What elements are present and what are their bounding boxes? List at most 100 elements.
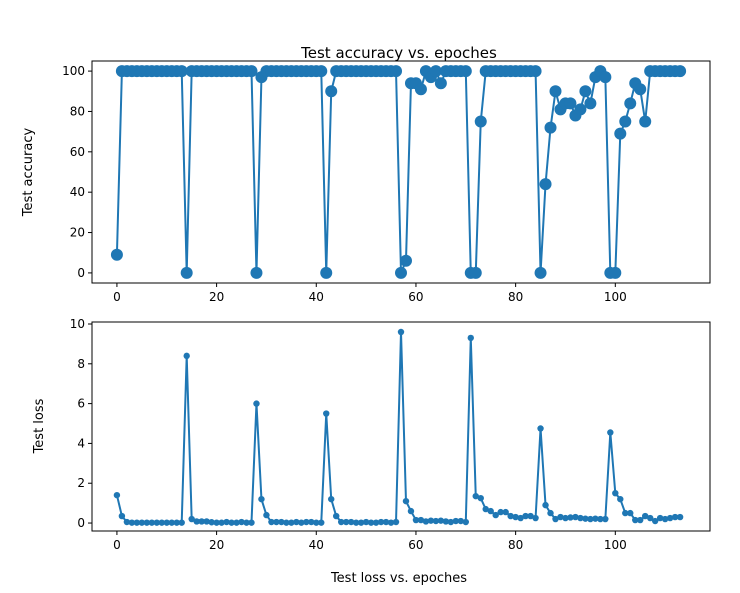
accuracy-data-point: [584, 97, 597, 110]
accuracy-data-point: [609, 266, 622, 279]
loss-data-point: [263, 511, 270, 519]
loss-data-point: [646, 514, 654, 522]
loss-data-point: [233, 519, 240, 526]
accuracy-data-point: [429, 65, 442, 78]
loss-data-point: [367, 519, 375, 526]
loss-data-point: [492, 511, 499, 519]
accuracy-ytick-label: 20: [70, 226, 85, 240]
accuracy-ytick-label: 100: [62, 64, 85, 78]
accuracy-data-point: [634, 83, 647, 96]
loss-xtick-label: 0: [113, 538, 121, 552]
accuracy-xtick-label: 80: [508, 290, 523, 304]
loss-data-point: [392, 518, 400, 526]
accuracy-data-point: [534, 266, 547, 279]
loss-data-point: [158, 519, 165, 526]
loss-data-point: [342, 518, 350, 526]
accuracy-xtick-label: 0: [113, 290, 121, 304]
accuracy-data-point: [614, 127, 627, 140]
loss-xtick-label: 80: [508, 538, 523, 552]
loss-data-point: [527, 512, 534, 520]
loss-data-point: [387, 519, 395, 526]
loss-data-point: [442, 518, 450, 525]
loss-data-point: [651, 517, 659, 525]
loss-data-point: [362, 518, 370, 526]
loss-data-point: [577, 514, 584, 522]
loss-data-point: [607, 429, 614, 436]
loss-data-point: [288, 519, 295, 526]
loss-data-point: [412, 516, 420, 524]
loss-data-point: [627, 509, 634, 517]
accuracy-data-point: [579, 85, 592, 98]
accuracy-xtick-label: 60: [408, 290, 423, 304]
loss-data-point: [602, 515, 609, 523]
loss-data-point: [178, 519, 185, 526]
loss-ytick-label: 4: [77, 436, 85, 450]
loss-data-point: [661, 515, 669, 523]
loss-data-point: [567, 514, 574, 521]
loss-data-point: [347, 518, 355, 526]
loss-xtick-label: 100: [604, 538, 627, 552]
loss-data-point: [562, 514, 569, 522]
accuracy-data-point: [434, 77, 447, 90]
accuracy-ytick-label: 60: [70, 145, 85, 159]
loss-data-point: [213, 519, 220, 526]
loss-data-point: [143, 519, 151, 526]
loss-data-point: [671, 513, 679, 521]
loss-data-point: [357, 519, 365, 526]
accuracy-xtick-label: 100: [604, 290, 627, 304]
loss-data-point: [238, 518, 245, 526]
accuracy-data-point: [180, 266, 193, 279]
loss-data-point: [502, 508, 509, 516]
loss-data-point: [273, 518, 280, 526]
loss-data-point: [218, 519, 225, 526]
loss-data-point: [477, 494, 484, 502]
loss-ytick-label: 8: [77, 357, 85, 371]
accuracy-data-point: [469, 266, 482, 279]
accuracy-data-point: [674, 65, 687, 78]
accuracy-data-point: [250, 266, 263, 279]
loss-data-point: [676, 513, 684, 521]
accuracy-data-point: [544, 121, 557, 134]
accuracy-data-point: [395, 266, 407, 279]
loss-data-point: [452, 517, 460, 525]
accuracy-ytick-label: 80: [70, 104, 85, 118]
loss-data-point: [337, 518, 345, 526]
accuracy-data-point: [110, 248, 123, 261]
loss-data-point: [303, 518, 310, 526]
loss-data-point: [153, 519, 160, 526]
accuracy-data-point: [325, 85, 338, 98]
loss-data-point: [168, 519, 175, 526]
accuracy-data-point: [564, 97, 577, 110]
loss-data-point: [248, 519, 255, 526]
accuracy-ytick-label: 40: [70, 185, 85, 199]
loss-data-point: [372, 519, 380, 526]
loss-data-point: [198, 518, 205, 525]
accuracy-ytick-label: 0: [77, 266, 85, 280]
loss-ytick-label: 0: [77, 516, 85, 530]
loss-data-point: [352, 519, 360, 526]
loss-data-point: [377, 518, 385, 526]
accuracy-data-point: [599, 71, 612, 84]
loss-data-point: [666, 514, 674, 522]
loss-data-point: [123, 518, 131, 526]
loss-xtick-label: 20: [209, 538, 224, 552]
loss-data-point: [522, 512, 529, 520]
loss-data-point: [497, 508, 504, 516]
loss-data-point: [318, 519, 325, 526]
accuracy-data-point: [474, 115, 487, 128]
loss-data-point: [642, 512, 649, 520]
loss-data-point: [592, 515, 599, 522]
accuracy-data-point: [320, 266, 333, 279]
loss-data-point: [417, 516, 425, 524]
accuracy-frame: [91, 60, 711, 284]
loss-data-point: [113, 491, 121, 499]
loss-data-point: [208, 519, 215, 526]
loss-ytick-label: 2: [77, 476, 85, 490]
loss-data-point: [612, 489, 619, 497]
loss-xlabel: Test loss vs. epoches: [330, 571, 467, 586]
accuracy-data-point: [175, 65, 188, 78]
loss-data-point: [308, 518, 315, 526]
accuracy-data-point: [574, 103, 587, 116]
loss-data-point: [472, 492, 479, 500]
